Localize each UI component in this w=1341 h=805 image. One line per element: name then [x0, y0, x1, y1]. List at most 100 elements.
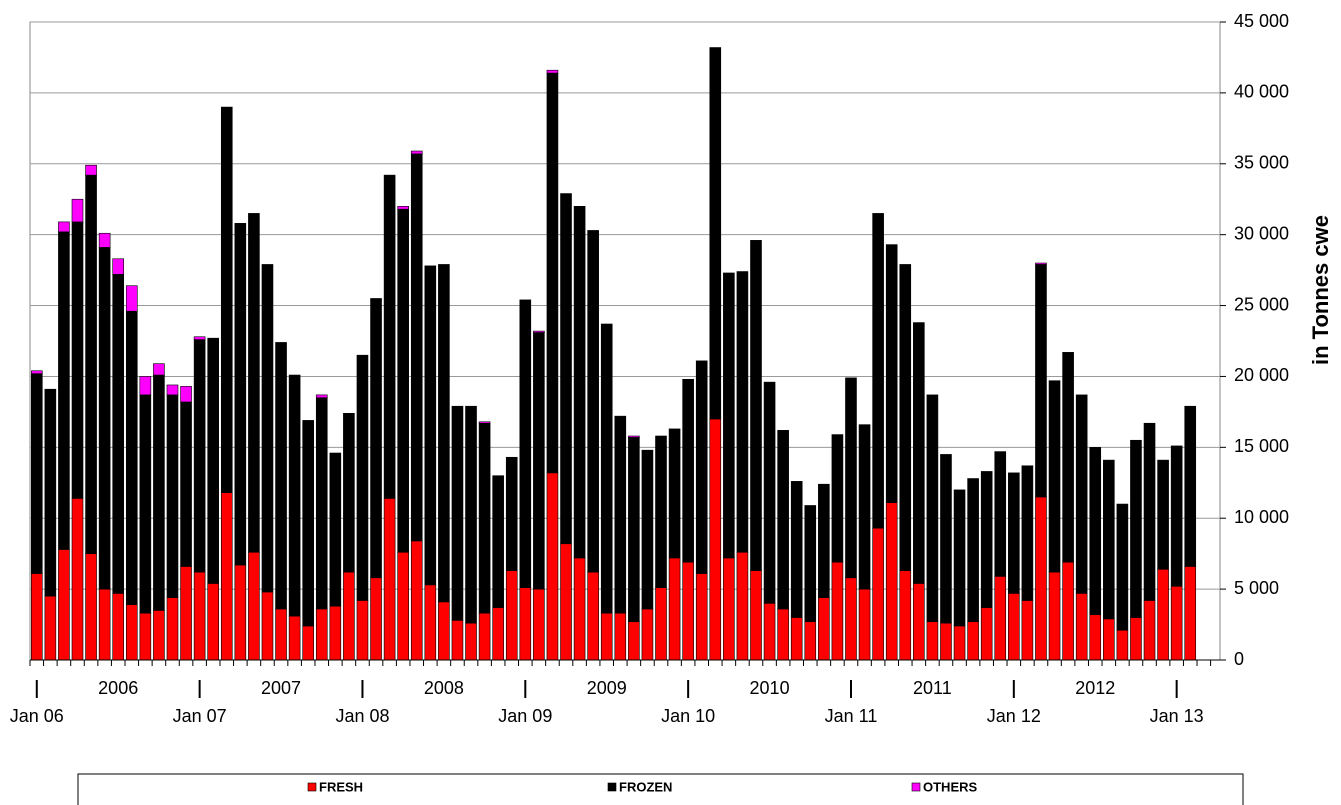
bar-segment: [139, 612, 152, 661]
bar-segment: [533, 330, 545, 333]
bar-segment: [234, 223, 247, 566]
bar-segment: [818, 483, 830, 598]
bar-segment: [370, 298, 382, 579]
bar-segment: [953, 489, 966, 627]
bar-segment: [180, 566, 192, 661]
bar-segment: [953, 625, 966, 661]
legend-label: FRESH: [319, 779, 363, 794]
bar-segment: [1184, 405, 1197, 567]
x-tick-label: Jan 07: [173, 706, 227, 726]
bar-segment: [804, 621, 817, 661]
bar-segment: [343, 413, 355, 573]
bar-segment: [261, 264, 274, 593]
bar-segment: [831, 434, 844, 563]
bar-segment: [1130, 439, 1142, 618]
bar-segment: [410, 153, 423, 542]
bar-segment: [790, 617, 803, 661]
bar-segment: [1089, 614, 1102, 661]
bar-segment: [1021, 600, 1034, 661]
year-label: 2007: [261, 678, 301, 698]
bar-segment: [30, 373, 43, 574]
bar-segment: [790, 481, 803, 618]
bar-segment: [220, 106, 233, 494]
bar-segment: [58, 549, 70, 661]
bar-segment: [858, 424, 871, 590]
bar-segment: [1089, 447, 1102, 615]
bar-segment: [71, 498, 84, 661]
bar-segment: [505, 456, 518, 571]
legend-label: OTHERS: [923, 779, 978, 794]
year-label: 2011: [913, 678, 952, 698]
bar-segment: [628, 437, 640, 623]
x-tick-label: Jan 12: [987, 706, 1041, 726]
bar-segment: [926, 394, 939, 623]
bar-segment: [166, 597, 179, 661]
bar-segment: [723, 557, 735, 661]
bar-segment: [30, 370, 43, 374]
bar-segment: [913, 322, 925, 584]
bar-segment: [397, 206, 409, 210]
year-label: 2012: [1075, 678, 1115, 698]
bar-segment: [994, 576, 1007, 661]
bar-segment: [193, 571, 206, 661]
y-tick-label: 10 000: [1234, 507, 1289, 527]
bar-segment: [1130, 617, 1142, 661]
bar-segment: [1035, 262, 1047, 265]
bar-segment: [1048, 571, 1061, 661]
bar-segment: [614, 415, 627, 614]
bar-segment: [125, 285, 138, 312]
bar-segment: [1062, 352, 1074, 563]
bar-segment: [44, 595, 57, 661]
bar-segment: [600, 612, 613, 661]
bar-segment: [845, 577, 857, 661]
bar-segment: [980, 607, 993, 661]
bar-segment: [370, 577, 382, 661]
bar-segment: [804, 505, 817, 623]
bar-segment: [1103, 459, 1115, 620]
year-label: 2010: [750, 678, 790, 698]
y-tick-label: 20 000: [1234, 365, 1289, 385]
bar-segment: [628, 621, 640, 661]
bar-segment: [546, 69, 559, 74]
bar-segment: [709, 47, 722, 420]
bar-segment: [682, 561, 694, 661]
bar-segment: [1062, 561, 1074, 661]
bar-segment: [478, 421, 491, 424]
y-tick-label: 35 000: [1234, 153, 1289, 173]
bar-segment: [397, 208, 409, 553]
bar-segment: [112, 274, 125, 594]
bar-segment: [560, 543, 572, 661]
bar-segment: [818, 597, 830, 661]
bar-segment: [1157, 568, 1169, 661]
year-label: 2009: [587, 678, 627, 698]
bar-segment: [248, 213, 260, 553]
bar-segment: [71, 198, 84, 223]
bar-segment: [573, 557, 586, 661]
legend-swatch: [307, 782, 317, 792]
bar-segment: [166, 384, 179, 396]
bar-segment: [641, 449, 654, 610]
bar-segment: [926, 621, 939, 661]
bar-segment: [478, 612, 491, 661]
bar-segment: [329, 452, 342, 607]
y-tick-label: 0: [1234, 649, 1244, 669]
bar-segment: [288, 615, 301, 661]
bar-segment: [58, 231, 70, 550]
bar-segment: [30, 573, 43, 661]
y-axis-label: in Tonnes cwe: [1308, 215, 1333, 365]
bar-segment: [872, 213, 884, 529]
bar-segment: [275, 342, 287, 610]
bar-segment: [329, 605, 342, 661]
bar-segment: [885, 244, 898, 503]
bar-segment: [600, 323, 613, 614]
bar-segment: [193, 336, 206, 340]
bar-segment: [736, 271, 749, 553]
bar-segment: [98, 247, 111, 590]
bar-segment: [641, 608, 654, 661]
y-tick-label: 5 000: [1234, 578, 1279, 598]
bar-segment: [410, 150, 423, 155]
bar-segment: [315, 608, 328, 661]
bar-segment: [139, 376, 152, 396]
year-label: 2006: [98, 678, 138, 698]
bar-segment: [1184, 566, 1197, 661]
